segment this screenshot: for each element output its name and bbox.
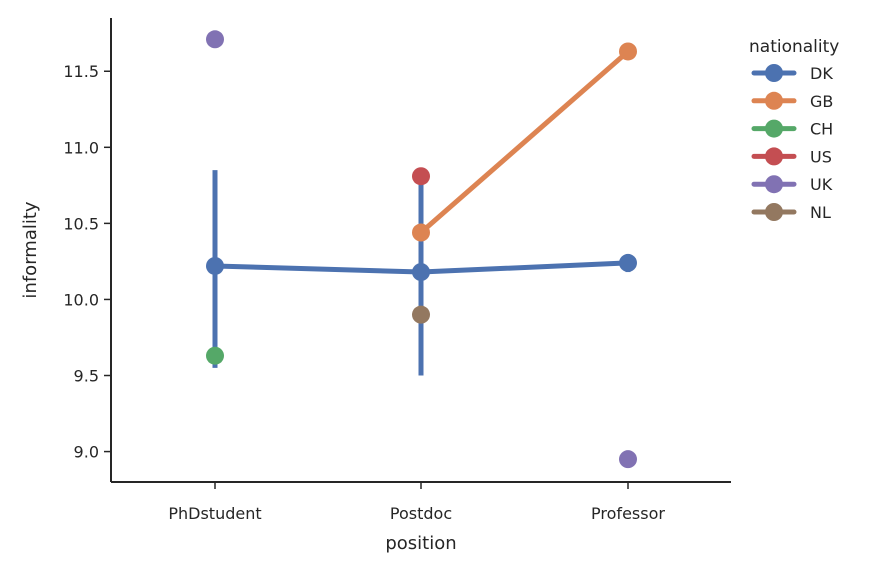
y-tick-label: 11.0 [63, 138, 99, 157]
legend-label: UK [810, 175, 833, 194]
legend-item-us: US [751, 147, 832, 166]
legend-title: nationality [749, 37, 839, 57]
x-axis-title: position [385, 533, 456, 554]
legend-label: GB [810, 92, 833, 111]
legend-item-dk: DK [751, 64, 833, 83]
chart-marks [206, 30, 637, 469]
legend-marker [765, 91, 783, 110]
x-tick-label: Professor [591, 504, 665, 523]
data-point [412, 305, 430, 324]
series-dk [206, 170, 637, 376]
series-ch [206, 346, 224, 365]
data-point [412, 263, 430, 282]
y-tick-label: 10.0 [63, 290, 99, 309]
legend-item-nl: NL [751, 203, 831, 222]
legend-marker [765, 203, 783, 221]
series-gb [412, 42, 637, 242]
series-line [418, 48, 631, 236]
x-tick-label: Postdoc [390, 504, 452, 523]
axes: 9.0 9.5 10.0 10.5 11.0 11.5 PhDstudent Postdoc P… [20, 18, 731, 554]
data-point [206, 256, 224, 275]
y-tick-label: 9.5 [74, 367, 99, 386]
series-line [212, 263, 424, 275]
data-point [412, 167, 430, 186]
legend-marker [765, 147, 783, 166]
y-axis-title: informality [20, 201, 41, 298]
legend-marker [765, 64, 783, 82]
y-tick-label: 11.5 [63, 62, 99, 81]
y-tick-label: 9.0 [74, 443, 99, 462]
legend-label: US [810, 147, 832, 166]
legend-marker [765, 119, 783, 138]
data-point [619, 450, 637, 469]
legend: nationality DK GB CH US UK NL [749, 37, 839, 222]
legend-item-uk: UK [751, 175, 833, 194]
series-nl [412, 305, 430, 324]
data-point [619, 42, 637, 61]
data-point [206, 30, 224, 49]
x-tick-label: PhDstudent [168, 504, 261, 523]
data-point [206, 346, 224, 365]
legend-item-gb: GB [751, 91, 833, 111]
legend-label: NL [810, 203, 831, 222]
series-uk [206, 30, 637, 469]
legend-item-ch: CH [751, 119, 833, 139]
y-tick-label: 10.5 [63, 214, 99, 233]
legend-marker [765, 175, 783, 194]
series-us [412, 167, 430, 186]
legend-label: DK [810, 64, 833, 83]
data-point [412, 223, 430, 242]
series-line [418, 260, 631, 275]
legend-label: CH [810, 120, 833, 139]
data-point [619, 253, 637, 272]
